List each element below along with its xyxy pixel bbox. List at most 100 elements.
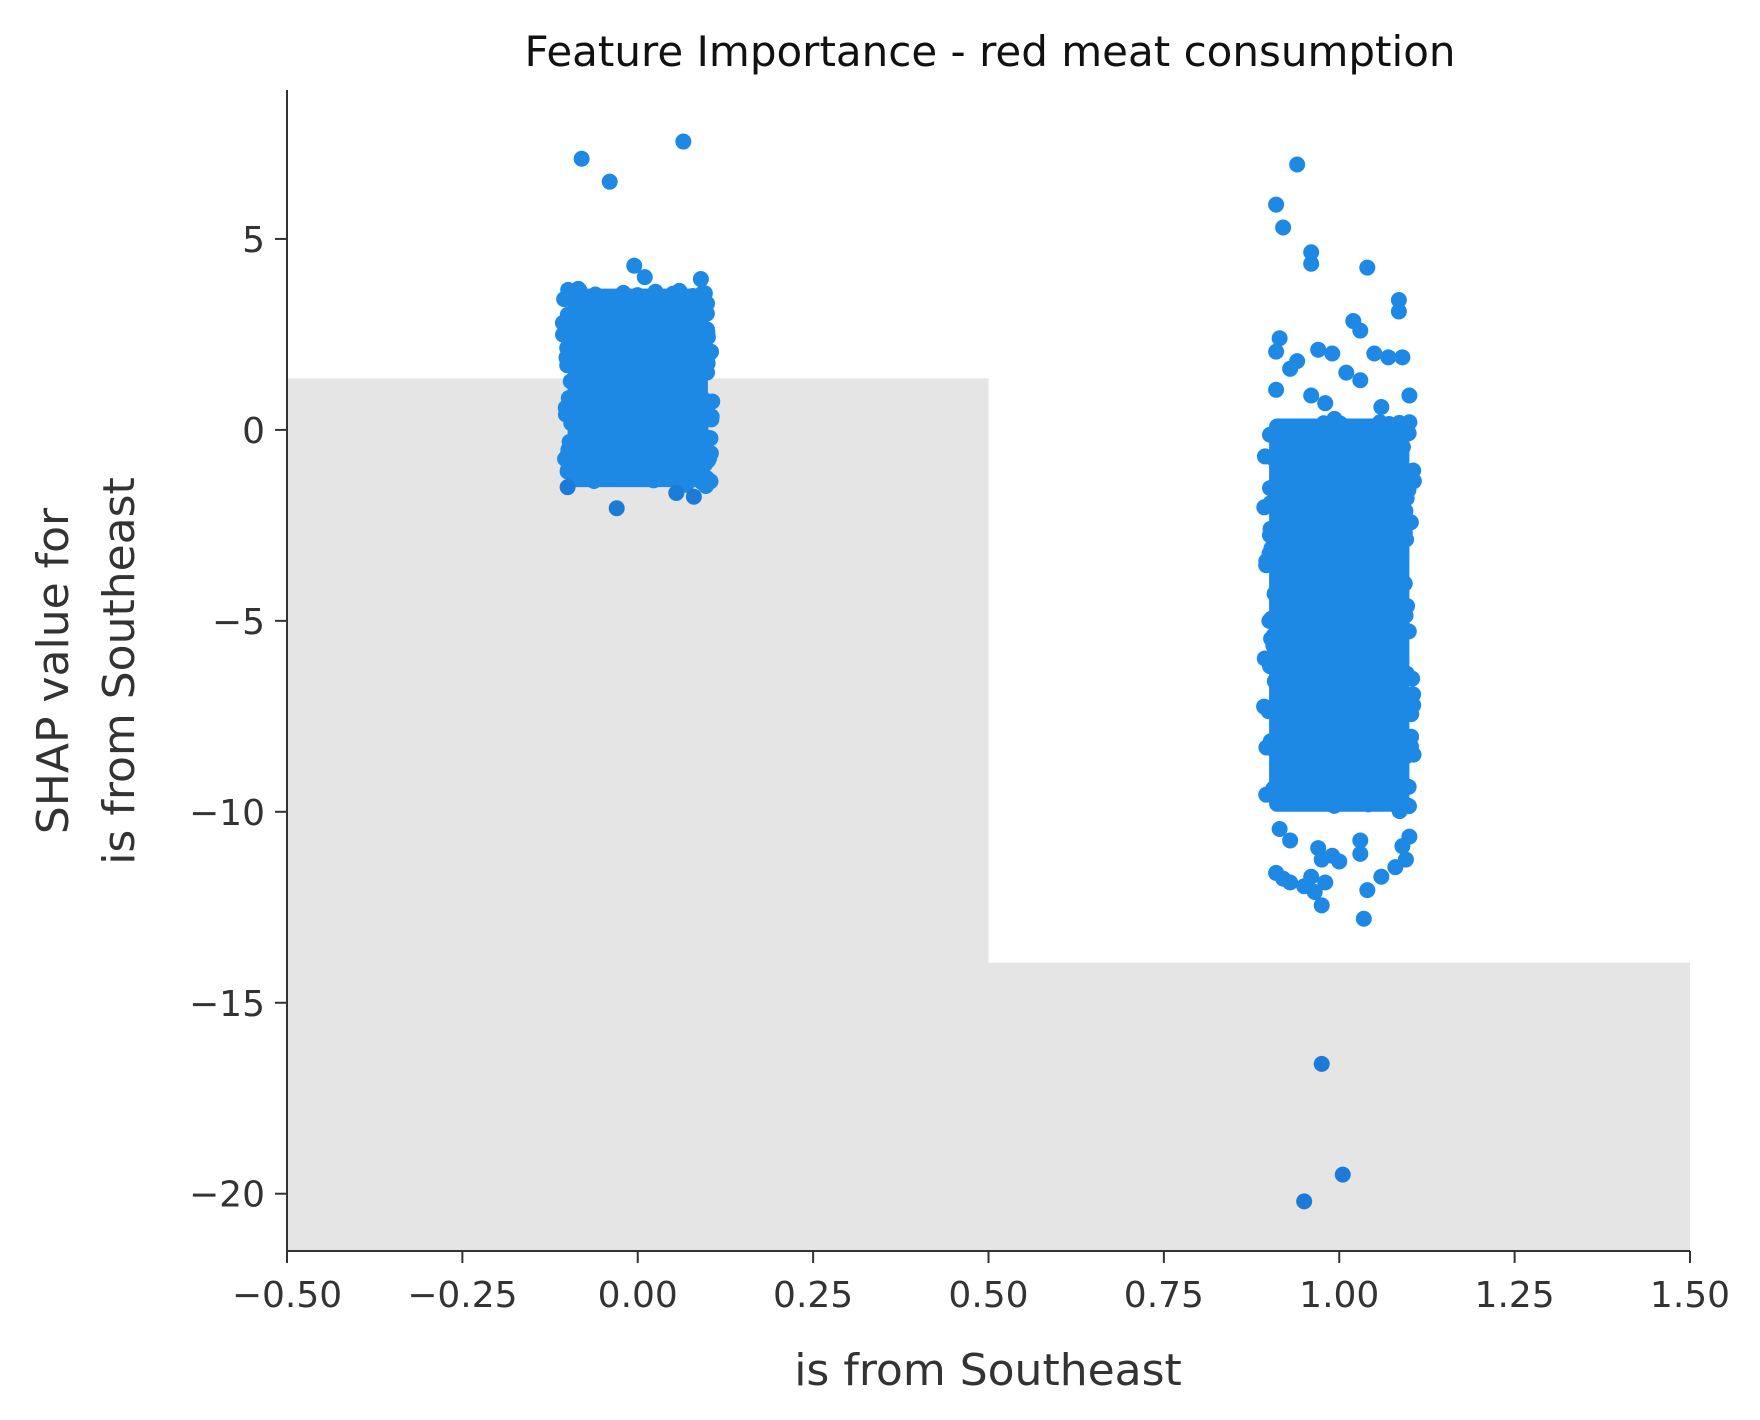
scatter-point	[562, 373, 579, 390]
scatter-point	[1396, 575, 1413, 592]
scatter-point	[1328, 584, 1345, 601]
scatter-point	[1268, 343, 1285, 360]
scatter-point	[1329, 562, 1346, 579]
scatter-point	[1355, 652, 1372, 669]
scatter-point	[1308, 491, 1325, 508]
scatter-point	[1383, 584, 1400, 601]
scatter-point	[573, 150, 590, 167]
y-axis-ticks: 5 0 −5 −10 −15 −20	[189, 220, 287, 1216]
scatter-point	[1397, 502, 1414, 519]
scatter-point	[671, 282, 688, 299]
scatter-point	[672, 301, 689, 318]
scatter-point	[1287, 791, 1304, 808]
scatter-point	[1268, 381, 1285, 398]
scatter-point	[696, 285, 713, 302]
scatter-point	[1310, 341, 1327, 358]
scatter-point	[1301, 670, 1318, 687]
scatter-point	[1296, 1193, 1313, 1210]
scatter-point	[1336, 459, 1353, 476]
y-axis-label-line-2: is from Southeast	[94, 477, 145, 865]
scatter-point	[1366, 445, 1383, 462]
scatter-point	[609, 349, 626, 366]
scatter-point	[1322, 461, 1339, 478]
scatter-point	[661, 382, 678, 399]
scatter-point	[1263, 449, 1280, 466]
scatter-point	[1277, 477, 1294, 494]
scatter-point	[1258, 739, 1275, 756]
scatter-point	[1355, 489, 1372, 506]
scatter-point	[647, 283, 664, 300]
scatter-point	[1263, 540, 1280, 557]
scatter-point	[1283, 545, 1300, 562]
scatter-point	[1388, 712, 1405, 729]
scatter-point	[1303, 387, 1320, 404]
scatter-point	[1366, 345, 1383, 362]
scatter-point	[559, 479, 576, 496]
scatter-point	[1358, 791, 1375, 808]
scatter-point	[626, 257, 643, 274]
scatter-point	[576, 377, 593, 394]
scatter-point	[584, 303, 601, 320]
scatter-point	[601, 173, 618, 190]
scatter-point	[1380, 349, 1397, 366]
scatter-point	[1281, 569, 1298, 586]
scatter-point	[616, 460, 633, 477]
histogram-bar-1	[988, 962, 1690, 1251]
chart-title: Feature Importance - red meat consumptio…	[524, 27, 1455, 76]
scatter-point	[1272, 632, 1289, 649]
scatter-point	[1327, 617, 1344, 634]
scatter-point	[1306, 884, 1323, 901]
scatter-point	[667, 471, 684, 488]
scatter-point	[1400, 623, 1417, 640]
scatter-point	[1370, 483, 1387, 500]
scatter-point	[577, 290, 594, 307]
x-tick-label: 1.25	[1475, 1275, 1555, 1316]
scatter-point	[1352, 845, 1369, 862]
scatter-point	[1303, 255, 1320, 272]
scatter-point	[1265, 425, 1282, 442]
scatter-point	[1397, 607, 1414, 624]
scatter-point	[1319, 789, 1336, 806]
scatter-point	[608, 500, 625, 517]
y-tick-label: 0	[242, 411, 265, 452]
scatter-point	[1355, 910, 1372, 927]
scatter-point	[1372, 663, 1389, 680]
scatter-point	[1268, 196, 1285, 213]
x-tick-label: 0.50	[948, 1275, 1028, 1316]
scatter-point	[1401, 387, 1418, 404]
scatter-point	[697, 331, 714, 348]
scatter-point	[1337, 748, 1354, 765]
scatter-point	[1386, 655, 1403, 672]
scatter-point	[1400, 778, 1417, 795]
scatter-point	[1398, 531, 1415, 548]
scatter-point	[1345, 423, 1362, 440]
scatter-point	[1316, 574, 1333, 591]
scatter-point	[1289, 156, 1306, 173]
y-axis-label-line-1: SHAP value for	[28, 507, 79, 834]
scatter-point	[658, 426, 675, 443]
scatter-point	[560, 312, 577, 329]
scatter-point	[1271, 820, 1288, 837]
scatter-point	[646, 405, 663, 422]
y-tick-label: −15	[189, 984, 265, 1025]
scatter-point	[1389, 771, 1406, 788]
scatter-point	[1359, 521, 1376, 538]
scatter-point	[643, 300, 660, 317]
x-tick-label: 0.75	[1124, 1275, 1204, 1316]
scatter-point	[1376, 787, 1393, 804]
scatter-point	[667, 343, 684, 360]
scatter-point	[1385, 732, 1402, 749]
scatter-point	[698, 305, 715, 322]
scatter-point	[1262, 480, 1278, 497]
scatter-point	[1301, 569, 1318, 586]
scatter-point	[685, 488, 702, 505]
scatter-point	[1317, 712, 1334, 729]
scatter-point	[1282, 606, 1299, 623]
scatter-point	[642, 434, 659, 451]
outlier-points	[559, 133, 1418, 1210]
scatter-point	[692, 271, 709, 288]
scatter-point	[1338, 364, 1355, 381]
scatter-point	[606, 422, 623, 439]
scatter-point	[615, 284, 632, 301]
scatter-point	[645, 472, 662, 489]
